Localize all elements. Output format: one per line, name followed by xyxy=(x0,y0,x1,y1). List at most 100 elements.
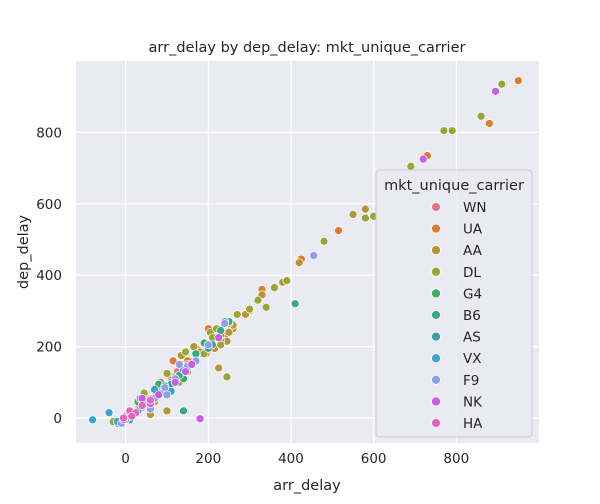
data-point xyxy=(179,406,188,416)
data-point xyxy=(162,390,172,400)
data-point xyxy=(222,372,232,382)
legend-item-wn: WN xyxy=(431,200,486,216)
legend-item-b6: B6 xyxy=(431,308,481,324)
legend-label: AA xyxy=(463,243,483,259)
series-ha xyxy=(119,395,155,423)
legend-item-ha: HA xyxy=(431,416,483,432)
legend-label: UA xyxy=(463,222,483,238)
data-point xyxy=(187,360,197,369)
data-point xyxy=(216,340,226,350)
data-point xyxy=(160,383,170,393)
data-point xyxy=(220,319,230,328)
legend-label: WN xyxy=(463,200,486,216)
y-tick-label: 400 xyxy=(36,268,62,284)
data-point xyxy=(270,283,279,293)
data-point xyxy=(154,390,164,400)
data-point xyxy=(406,161,416,171)
data-point xyxy=(170,377,180,387)
legend-item-aa: AA xyxy=(431,243,483,259)
y-tick-label: 800 xyxy=(36,125,62,141)
legend-marker xyxy=(431,331,441,342)
data-point xyxy=(282,276,292,285)
x-tick-label: 400 xyxy=(278,451,304,467)
legend-label: DL xyxy=(463,265,481,281)
legend-item-dl: DL xyxy=(431,265,481,281)
data-point xyxy=(439,126,449,135)
data-point xyxy=(127,411,137,421)
data-point xyxy=(162,369,172,378)
legend-marker xyxy=(431,266,441,277)
data-point xyxy=(253,295,263,305)
x-tick-label: 600 xyxy=(361,451,387,467)
data-point xyxy=(245,304,254,314)
y-tick-label: 0 xyxy=(53,411,62,427)
legend-marker xyxy=(431,288,441,299)
chart-title: arr_delay by dep_delay: mkt_unique_carri… xyxy=(149,40,466,56)
legend-marker xyxy=(431,310,441,320)
legend-label: G4 xyxy=(463,286,482,302)
y-tick-label: 600 xyxy=(36,197,62,213)
data-point xyxy=(146,395,155,405)
legend-label: B6 xyxy=(463,308,481,324)
data-point xyxy=(491,86,500,96)
y-axis-label: dep_delay xyxy=(16,214,32,289)
data-point xyxy=(214,333,223,343)
series-nk xyxy=(119,86,500,425)
data-point xyxy=(418,154,428,164)
data-point xyxy=(162,406,172,416)
legend-item-as: AS xyxy=(431,330,481,346)
legend-item-vx: VX xyxy=(431,351,481,367)
data-point xyxy=(513,76,523,85)
legend-label: NK xyxy=(463,394,483,410)
legend-item-g4: G4 xyxy=(431,286,482,302)
legend-marker xyxy=(431,245,441,256)
data-point xyxy=(214,363,223,373)
data-point xyxy=(348,210,358,219)
data-point xyxy=(485,119,494,128)
data-point xyxy=(119,413,128,423)
x-tick-label: 800 xyxy=(443,451,469,467)
legend-marker xyxy=(431,223,441,234)
legend-item-nk: NK xyxy=(431,394,483,410)
data-point xyxy=(189,342,199,351)
data-point xyxy=(195,414,205,424)
data-point xyxy=(497,79,507,89)
data-point xyxy=(447,126,457,135)
y-tick-label: 200 xyxy=(36,340,62,356)
data-point xyxy=(476,111,486,121)
data-point xyxy=(361,213,370,223)
legend-label: HA xyxy=(463,416,483,432)
legend-marker xyxy=(431,374,441,385)
data-point xyxy=(88,415,97,425)
data-point xyxy=(137,401,147,410)
data-point xyxy=(224,327,234,337)
legend-box xyxy=(375,169,533,438)
legend-marker xyxy=(431,418,441,428)
data-point xyxy=(294,258,304,268)
legend-label: VX xyxy=(463,351,481,367)
data-point xyxy=(334,226,343,235)
legend-label: F9 xyxy=(463,373,479,389)
legend-marker xyxy=(431,202,441,212)
data-point xyxy=(232,310,242,319)
data-points xyxy=(88,76,523,428)
x-tick-label: 0 xyxy=(121,451,130,467)
x-tick-label: 200 xyxy=(195,451,221,467)
data-point xyxy=(174,360,184,369)
legend-item-ua: UA xyxy=(431,222,483,238)
data-point xyxy=(319,236,329,246)
data-point xyxy=(361,204,370,214)
data-point xyxy=(181,347,190,357)
legend-marker xyxy=(431,396,441,407)
data-point xyxy=(261,302,271,312)
x-axis-label: arr_delay xyxy=(273,478,341,494)
data-point xyxy=(309,251,319,260)
legend-label: AS xyxy=(463,330,481,346)
legend: mkt_unique_carrier WN UA AA DL G4 B6 AS VX F9 NK H… xyxy=(375,169,533,438)
legend-item-f9: F9 xyxy=(431,373,479,389)
data-point xyxy=(216,326,226,335)
data-point xyxy=(203,340,213,350)
axis-ticks: 0 200 400 600 800 0 200 400 600 800 xyxy=(36,125,469,467)
